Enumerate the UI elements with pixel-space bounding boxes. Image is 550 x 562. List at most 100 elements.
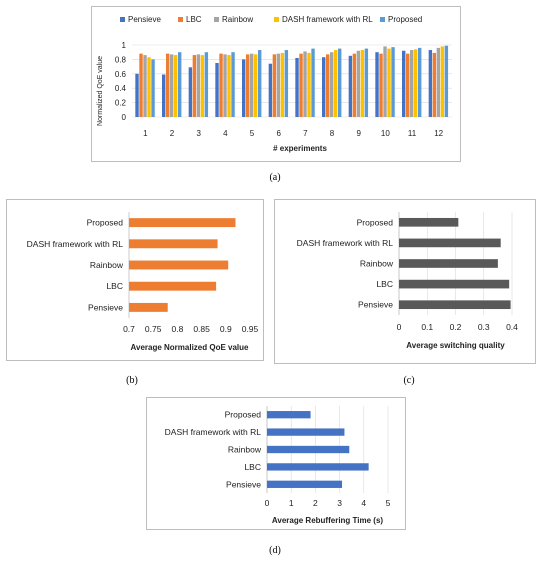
bar [307,52,311,117]
bar [204,52,209,118]
category-label: DASH framework with RL [27,239,124,249]
category-label: LBC [106,281,123,291]
bar [223,54,227,117]
bar [166,53,170,117]
x-axis-label: # experiments [273,144,327,153]
bar [432,52,437,117]
bar [147,57,151,117]
x-tick-label: 10 [381,129,390,138]
bar [246,54,250,117]
bar [387,48,391,117]
x-tick-label: 1 [289,498,294,508]
x-tick-label: 11 [408,129,417,138]
bar [444,45,449,117]
chart-b-svg: Proposed DASH framework with RL Rainbow LBC… [27,212,259,352]
category-label: Rainbow [90,260,124,270]
x-tick-label: 5 [386,498,391,508]
bar [303,51,307,118]
chart-c-svg: Proposed DASH framework with RL Rainbow LBC… [297,212,518,350]
bar [418,47,422,117]
bar [360,50,365,117]
bar [227,55,231,117]
x-tick-label: 2 [170,129,175,138]
category-label: DASH framework with RL [297,238,394,248]
category-label: Rainbow [360,259,394,269]
legend-label: DASH framework with RL [282,15,373,24]
category-label: Proposed [87,218,124,228]
x-tick-label: 4 [223,129,228,138]
bar [242,59,246,117]
legend-swatch [274,17,279,22]
bar [348,55,353,117]
bar [295,57,299,117]
x-tick-label: 1 [143,129,148,138]
bar [399,279,510,289]
caption-a: (a) [269,172,281,183]
y-gridlines [132,44,452,118]
bar [129,239,218,249]
x-tick-label: 6 [276,129,281,138]
bar [399,238,501,248]
bar [399,300,511,310]
bars [135,45,449,118]
bar [399,259,498,268]
x-tick-label: 2 [313,498,318,508]
bar [280,52,285,117]
legend-swatch [178,17,183,22]
bar [139,53,143,117]
legend-swatch [120,17,125,22]
legend-label: LBC [186,15,202,24]
bar [267,445,350,454]
bar [129,281,217,291]
bar [272,54,277,117]
bar [267,463,369,471]
bar [135,73,139,117]
bar [267,411,311,419]
x-tick-label: 0.8 [171,324,183,334]
bar [250,53,254,117]
bar [440,46,445,117]
caption-b: (b) [126,375,138,386]
bar [129,218,236,228]
caption-d: (d) [269,545,281,556]
x-tick-label: 4 [361,498,366,508]
bar [162,74,166,117]
bar [391,47,395,117]
x-tick-label: 0.3 [478,322,490,332]
bar [196,54,201,117]
y-tick-label: 0.4 [115,84,127,93]
category-label: Pensieve [358,300,393,310]
x-tick-labels: 1 2 3 4 5 6 7 8 9 10 11 12 [143,129,444,138]
bar [402,50,406,118]
category-label: Pensieve [88,302,123,312]
legend-swatch [214,17,219,22]
x-tick-label: 0.1 [421,322,433,332]
y-tick-label: 0.8 [115,55,127,64]
chart-panel-a: Pensieve LBC Rainbow DASH framework with RL… [91,6,461,162]
x-axis-label: Average Normalized QoE value [131,343,250,352]
bar [215,63,219,117]
x-tick-label: 5 [250,129,255,138]
chart-panel-c: Proposed DASH framework with RL Rainbow LBC… [274,199,536,364]
category-label: Proposed [225,410,262,420]
category-label: LBC [376,279,393,289]
x-tick-label: 12 [434,129,443,138]
bar [383,46,387,117]
category-label: Rainbow [228,445,262,455]
x-tick-label: 0.85 [193,324,210,334]
x-tick-label: 0.4 [506,322,518,332]
bar [151,59,155,117]
bar [311,48,315,117]
x-tick-label: 0.95 [242,324,259,334]
x-tick-label: 0.75 [145,324,162,334]
bar [170,54,174,117]
bar [326,54,330,117]
x-tick-label: 3 [337,498,342,508]
bar [284,50,289,117]
chart-panel-b: Proposed DASH framework with RL Rainbow LBC… [6,199,264,361]
bar [414,49,418,117]
legend-label: Rainbow [222,15,253,24]
legend-swatch [380,17,385,22]
y-tick-labels: 0 0.2 0.4 0.6 0.8 1 [115,41,127,122]
y-tick-label: 0.2 [115,99,127,108]
